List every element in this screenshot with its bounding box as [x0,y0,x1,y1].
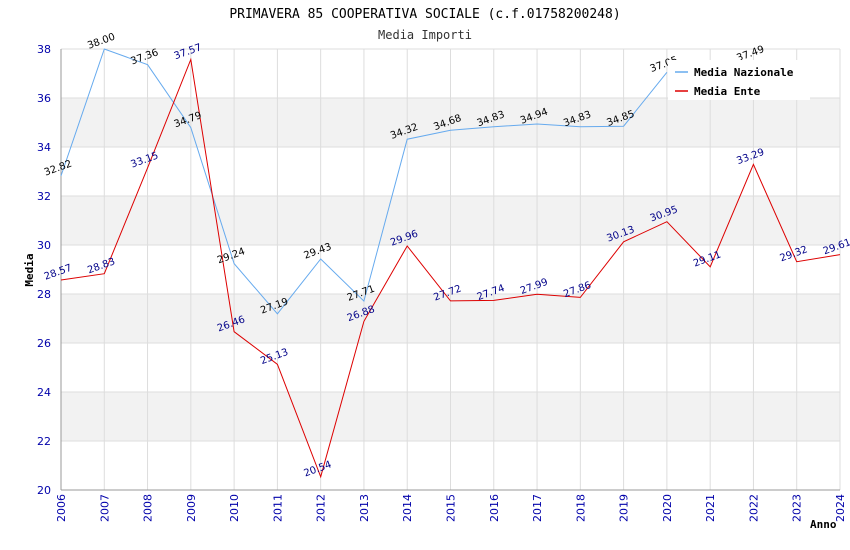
x-tick-label: 2019 [618,494,631,522]
x-tick-label: 2015 [445,494,458,522]
x-tick-label: 2016 [488,494,501,522]
y-tick-label: 30 [37,239,51,252]
legend: Media Nazionale Media Ente [668,60,810,100]
legend-label: Media Ente [694,85,761,98]
x-tick-label: 2013 [358,494,371,522]
x-tick-label: 2023 [791,494,804,522]
x-tick-label: 2021 [704,494,717,522]
y-tick-label: 20 [37,484,51,497]
y-tick-label: 24 [37,386,51,399]
x-tick-label: 2022 [747,494,760,522]
x-tick-label: 2006 [55,494,68,522]
x-tick-label: 2011 [271,494,284,522]
y-tick-label: 34 [37,141,51,154]
x-tick-label: 2010 [228,494,241,522]
y-tick-label: 36 [37,92,51,105]
y-tick-label: 28 [37,288,51,301]
x-tick-label: 2008 [142,494,155,522]
legend-label: Media Nazionale [694,66,794,79]
y-tick-label: 22 [37,435,51,448]
series-lines [60,48,841,479]
x-tick-label: 2014 [401,494,414,522]
y-tick-label: 38 [37,43,51,56]
x-tick-label: 2009 [185,494,198,522]
chart-subtitle: Media Importi [378,28,472,42]
y-axis-label: Media [23,253,36,286]
legend-box [668,60,810,100]
x-tick-label: 2012 [315,494,328,522]
y-tick-label: 26 [37,337,51,350]
x-tick-label: 2007 [98,494,111,522]
x-tick-label: 2018 [574,494,587,522]
y-tick-label: 32 [37,190,51,203]
x-tick-label: 2024 [834,494,847,522]
x-axis-label: Anno [810,518,837,531]
chart-title: PRIMAVERA 85 COOPERATIVA SOCIALE (c.f.01… [229,7,620,22]
series-line-media-nazionale [60,48,668,315]
x-tick-label: 2020 [661,494,674,522]
series-line-media-ente [60,57,841,479]
x-tick-label: 2017 [531,494,544,522]
